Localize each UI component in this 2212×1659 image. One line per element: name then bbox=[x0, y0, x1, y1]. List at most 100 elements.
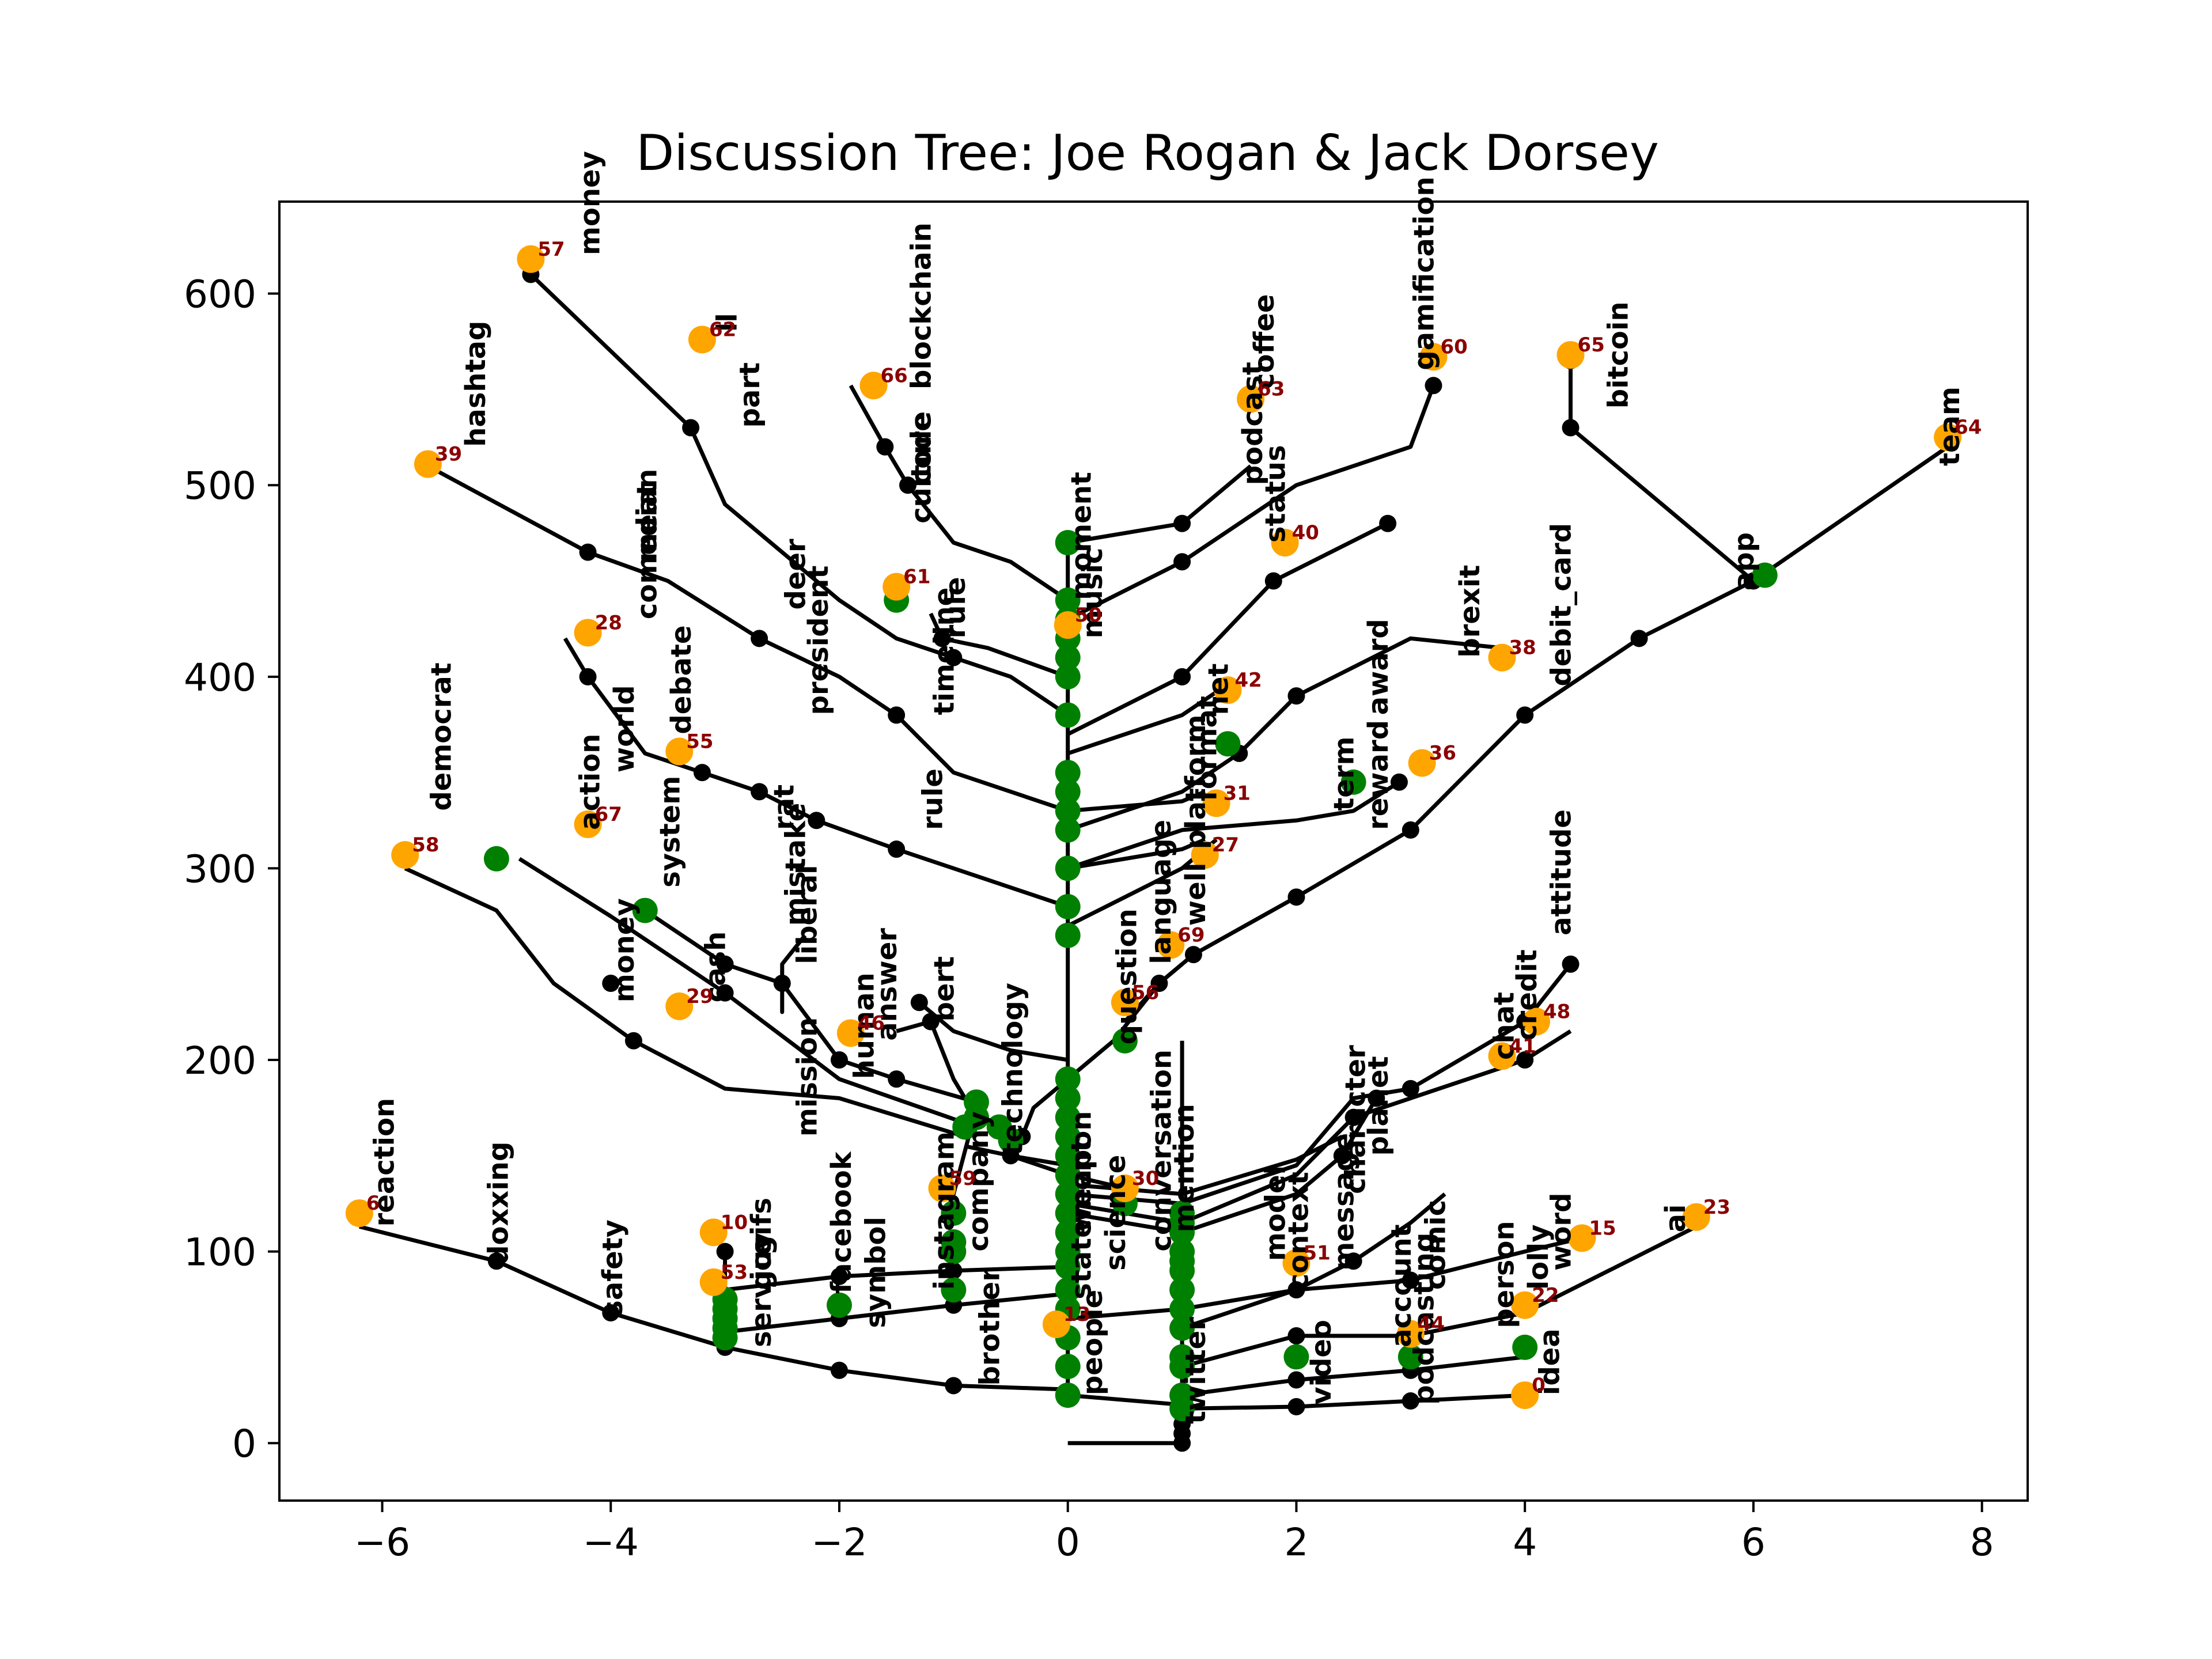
junction-node bbox=[1173, 553, 1191, 571]
junction-node bbox=[876, 438, 894, 456]
junction-node bbox=[830, 1051, 848, 1069]
tree-edge bbox=[529, 272, 1069, 717]
tree-edges bbox=[359, 272, 1949, 1445]
junction-node bbox=[1173, 668, 1191, 685]
leaf-node bbox=[1568, 1224, 1596, 1252]
tree-edge bbox=[359, 1225, 726, 1350]
word-label: message bbox=[1328, 1133, 1361, 1271]
word-label: context bbox=[1282, 1172, 1315, 1290]
leaf-node bbox=[1511, 1381, 1539, 1410]
word-label: culture bbox=[906, 412, 938, 523]
branch-node bbox=[1397, 1344, 1423, 1370]
x-tick-label: −2 bbox=[811, 1520, 867, 1565]
junction-node bbox=[922, 1013, 940, 1031]
word-label: timeline bbox=[928, 588, 960, 715]
word-label: twitter bbox=[1180, 1317, 1212, 1424]
junction-node bbox=[487, 1252, 505, 1270]
branch-node bbox=[483, 846, 509, 872]
branch-node bbox=[941, 1277, 967, 1303]
leaf-nodes bbox=[345, 245, 1962, 1410]
leaf-node bbox=[1202, 789, 1230, 817]
word-label: conversation bbox=[1145, 1050, 1177, 1252]
tree-edge bbox=[1067, 1097, 1378, 1234]
word-label: human bbox=[849, 972, 881, 1079]
junction-node bbox=[579, 543, 597, 561]
junction-node bbox=[830, 1267, 848, 1285]
word-label: cash bbox=[700, 931, 732, 1003]
branch-node bbox=[1055, 1200, 1081, 1226]
word-label: democrat bbox=[426, 662, 458, 810]
tree-edge bbox=[427, 464, 1069, 813]
word-label: statement bbox=[1065, 1139, 1097, 1300]
word-label: podcasting bbox=[1408, 1233, 1440, 1405]
branch-node bbox=[1112, 1028, 1138, 1054]
tree-edge bbox=[849, 384, 1069, 602]
junction-node bbox=[751, 630, 768, 647]
x-tick-label: 8 bbox=[1970, 1520, 1994, 1565]
junction-node bbox=[682, 419, 700, 437]
leaf-node bbox=[1214, 676, 1242, 704]
node-number-label: 39 bbox=[435, 443, 462, 466]
word-label: person bbox=[1488, 1221, 1520, 1328]
word-label: rule bbox=[940, 577, 972, 638]
tree-edge bbox=[1067, 636, 1502, 832]
junction-node bbox=[751, 783, 768, 801]
junction-node bbox=[1562, 419, 1580, 437]
leaf-node bbox=[665, 992, 694, 1020]
branch-node bbox=[1055, 587, 1081, 613]
word-label: character bbox=[1339, 1045, 1372, 1194]
junction-node bbox=[1344, 1108, 1362, 1126]
branch-node bbox=[1055, 922, 1081, 948]
word-label: idea bbox=[1534, 1328, 1566, 1395]
word-label: video bbox=[1305, 1320, 1338, 1405]
node-number-label: 65 bbox=[1578, 334, 1605, 357]
junction-node bbox=[1344, 1252, 1362, 1270]
word-label: code bbox=[906, 411, 938, 485]
word-label: planet bbox=[1362, 1056, 1395, 1156]
junction-node bbox=[1333, 1147, 1351, 1165]
node-number-label: 29 bbox=[686, 985, 713, 1008]
word-label: money bbox=[574, 151, 606, 255]
node-number-label: 27 bbox=[1212, 834, 1239, 857]
tree-edge bbox=[1181, 1355, 1525, 1397]
leaf-node bbox=[1522, 1007, 1551, 1036]
node-number-label: 56 bbox=[1132, 981, 1159, 1004]
junction-node bbox=[693, 764, 711, 782]
word-labels: idea podcasting video twitter people brother s… bbox=[368, 151, 1966, 1424]
branch-node bbox=[1055, 1085, 1081, 1111]
leaf-node bbox=[1511, 1291, 1539, 1319]
word-label: lolly bbox=[1522, 1225, 1555, 1290]
node-number-label: 66 bbox=[881, 364, 908, 387]
node-number-label: 23 bbox=[1703, 1196, 1730, 1219]
word-label: answer bbox=[871, 928, 903, 1041]
junction-node bbox=[945, 1262, 963, 1279]
leaf-node bbox=[882, 573, 911, 601]
word-label: award bbox=[1362, 619, 1395, 715]
word-label: instagram bbox=[928, 1131, 960, 1290]
branch-node bbox=[1055, 1066, 1081, 1092]
y-tick-label: 400 bbox=[184, 656, 256, 700]
branch-node bbox=[1055, 760, 1081, 786]
word-label: team bbox=[1934, 387, 1966, 466]
word-label: gamification bbox=[1408, 176, 1440, 370]
tree-edge bbox=[643, 908, 977, 1104]
leaf-node bbox=[1237, 385, 1265, 413]
node-number-label: 67 bbox=[595, 803, 622, 826]
leaf-node bbox=[859, 372, 888, 400]
node-number-label: 55 bbox=[686, 730, 713, 753]
tree-edge bbox=[929, 612, 1069, 679]
word-label: language bbox=[1145, 820, 1177, 964]
junction-node bbox=[888, 706, 906, 724]
word-label: bert bbox=[928, 956, 960, 1022]
word-label: reaction bbox=[368, 1098, 400, 1227]
branch-node bbox=[1055, 645, 1081, 671]
word-label: technology bbox=[997, 983, 1029, 1156]
node-number-label: 69 bbox=[1177, 923, 1205, 946]
word-label: brexit bbox=[1454, 565, 1486, 658]
word-label: science bbox=[1100, 1155, 1132, 1271]
word-label: doxxing bbox=[483, 1142, 515, 1265]
node-number-label: 59 bbox=[949, 1167, 976, 1190]
